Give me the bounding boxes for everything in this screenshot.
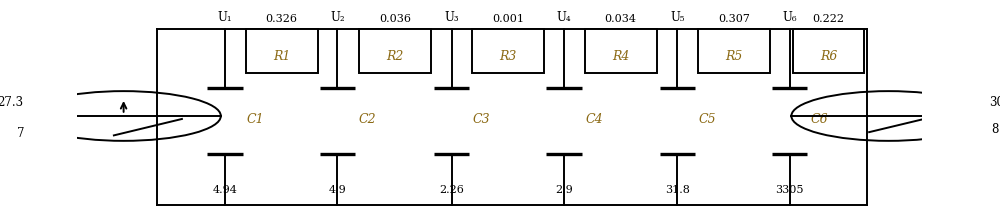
- Text: 0.034: 0.034: [605, 14, 637, 24]
- Text: U₅: U₅: [670, 11, 685, 24]
- Text: 2.9: 2.9: [555, 185, 573, 195]
- Text: R2: R2: [386, 50, 404, 63]
- Text: 0.036: 0.036: [379, 14, 411, 24]
- Text: 0.326: 0.326: [266, 14, 298, 24]
- Text: 7: 7: [17, 127, 25, 140]
- Text: C3: C3: [473, 113, 490, 126]
- Text: 2.26: 2.26: [439, 185, 464, 195]
- Bar: [359, 30, 431, 73]
- Text: C1: C1: [246, 113, 264, 126]
- Text: C2: C2: [359, 113, 376, 126]
- Text: 0.222: 0.222: [813, 14, 845, 24]
- Text: R4: R4: [612, 50, 629, 63]
- Text: C4: C4: [585, 113, 603, 126]
- Text: 31.8: 31.8: [665, 185, 690, 195]
- Text: 0.307: 0.307: [718, 14, 750, 24]
- Text: U₁: U₁: [218, 11, 232, 24]
- Text: 30: 30: [989, 96, 1000, 109]
- Text: R3: R3: [500, 50, 517, 63]
- Text: 8: 8: [991, 123, 998, 136]
- Text: U₂: U₂: [330, 11, 345, 24]
- Text: U₃: U₃: [444, 11, 459, 24]
- Text: R6: R6: [820, 50, 837, 63]
- Bar: [472, 30, 544, 73]
- Text: U₆: U₆: [782, 11, 797, 24]
- Text: U₄: U₄: [557, 11, 571, 24]
- Text: C6: C6: [811, 113, 828, 126]
- Text: 4.94: 4.94: [213, 185, 237, 195]
- Bar: [246, 30, 318, 73]
- Text: C5: C5: [698, 113, 716, 126]
- Text: R5: R5: [725, 50, 743, 63]
- Text: 3305: 3305: [775, 185, 804, 195]
- Text: R1: R1: [273, 50, 290, 63]
- Bar: [793, 30, 864, 73]
- Text: 0.001: 0.001: [492, 14, 524, 24]
- Text: 4.9: 4.9: [329, 185, 346, 195]
- Bar: [585, 30, 657, 73]
- Text: 27.3: 27.3: [0, 96, 23, 109]
- Bar: [698, 30, 770, 73]
